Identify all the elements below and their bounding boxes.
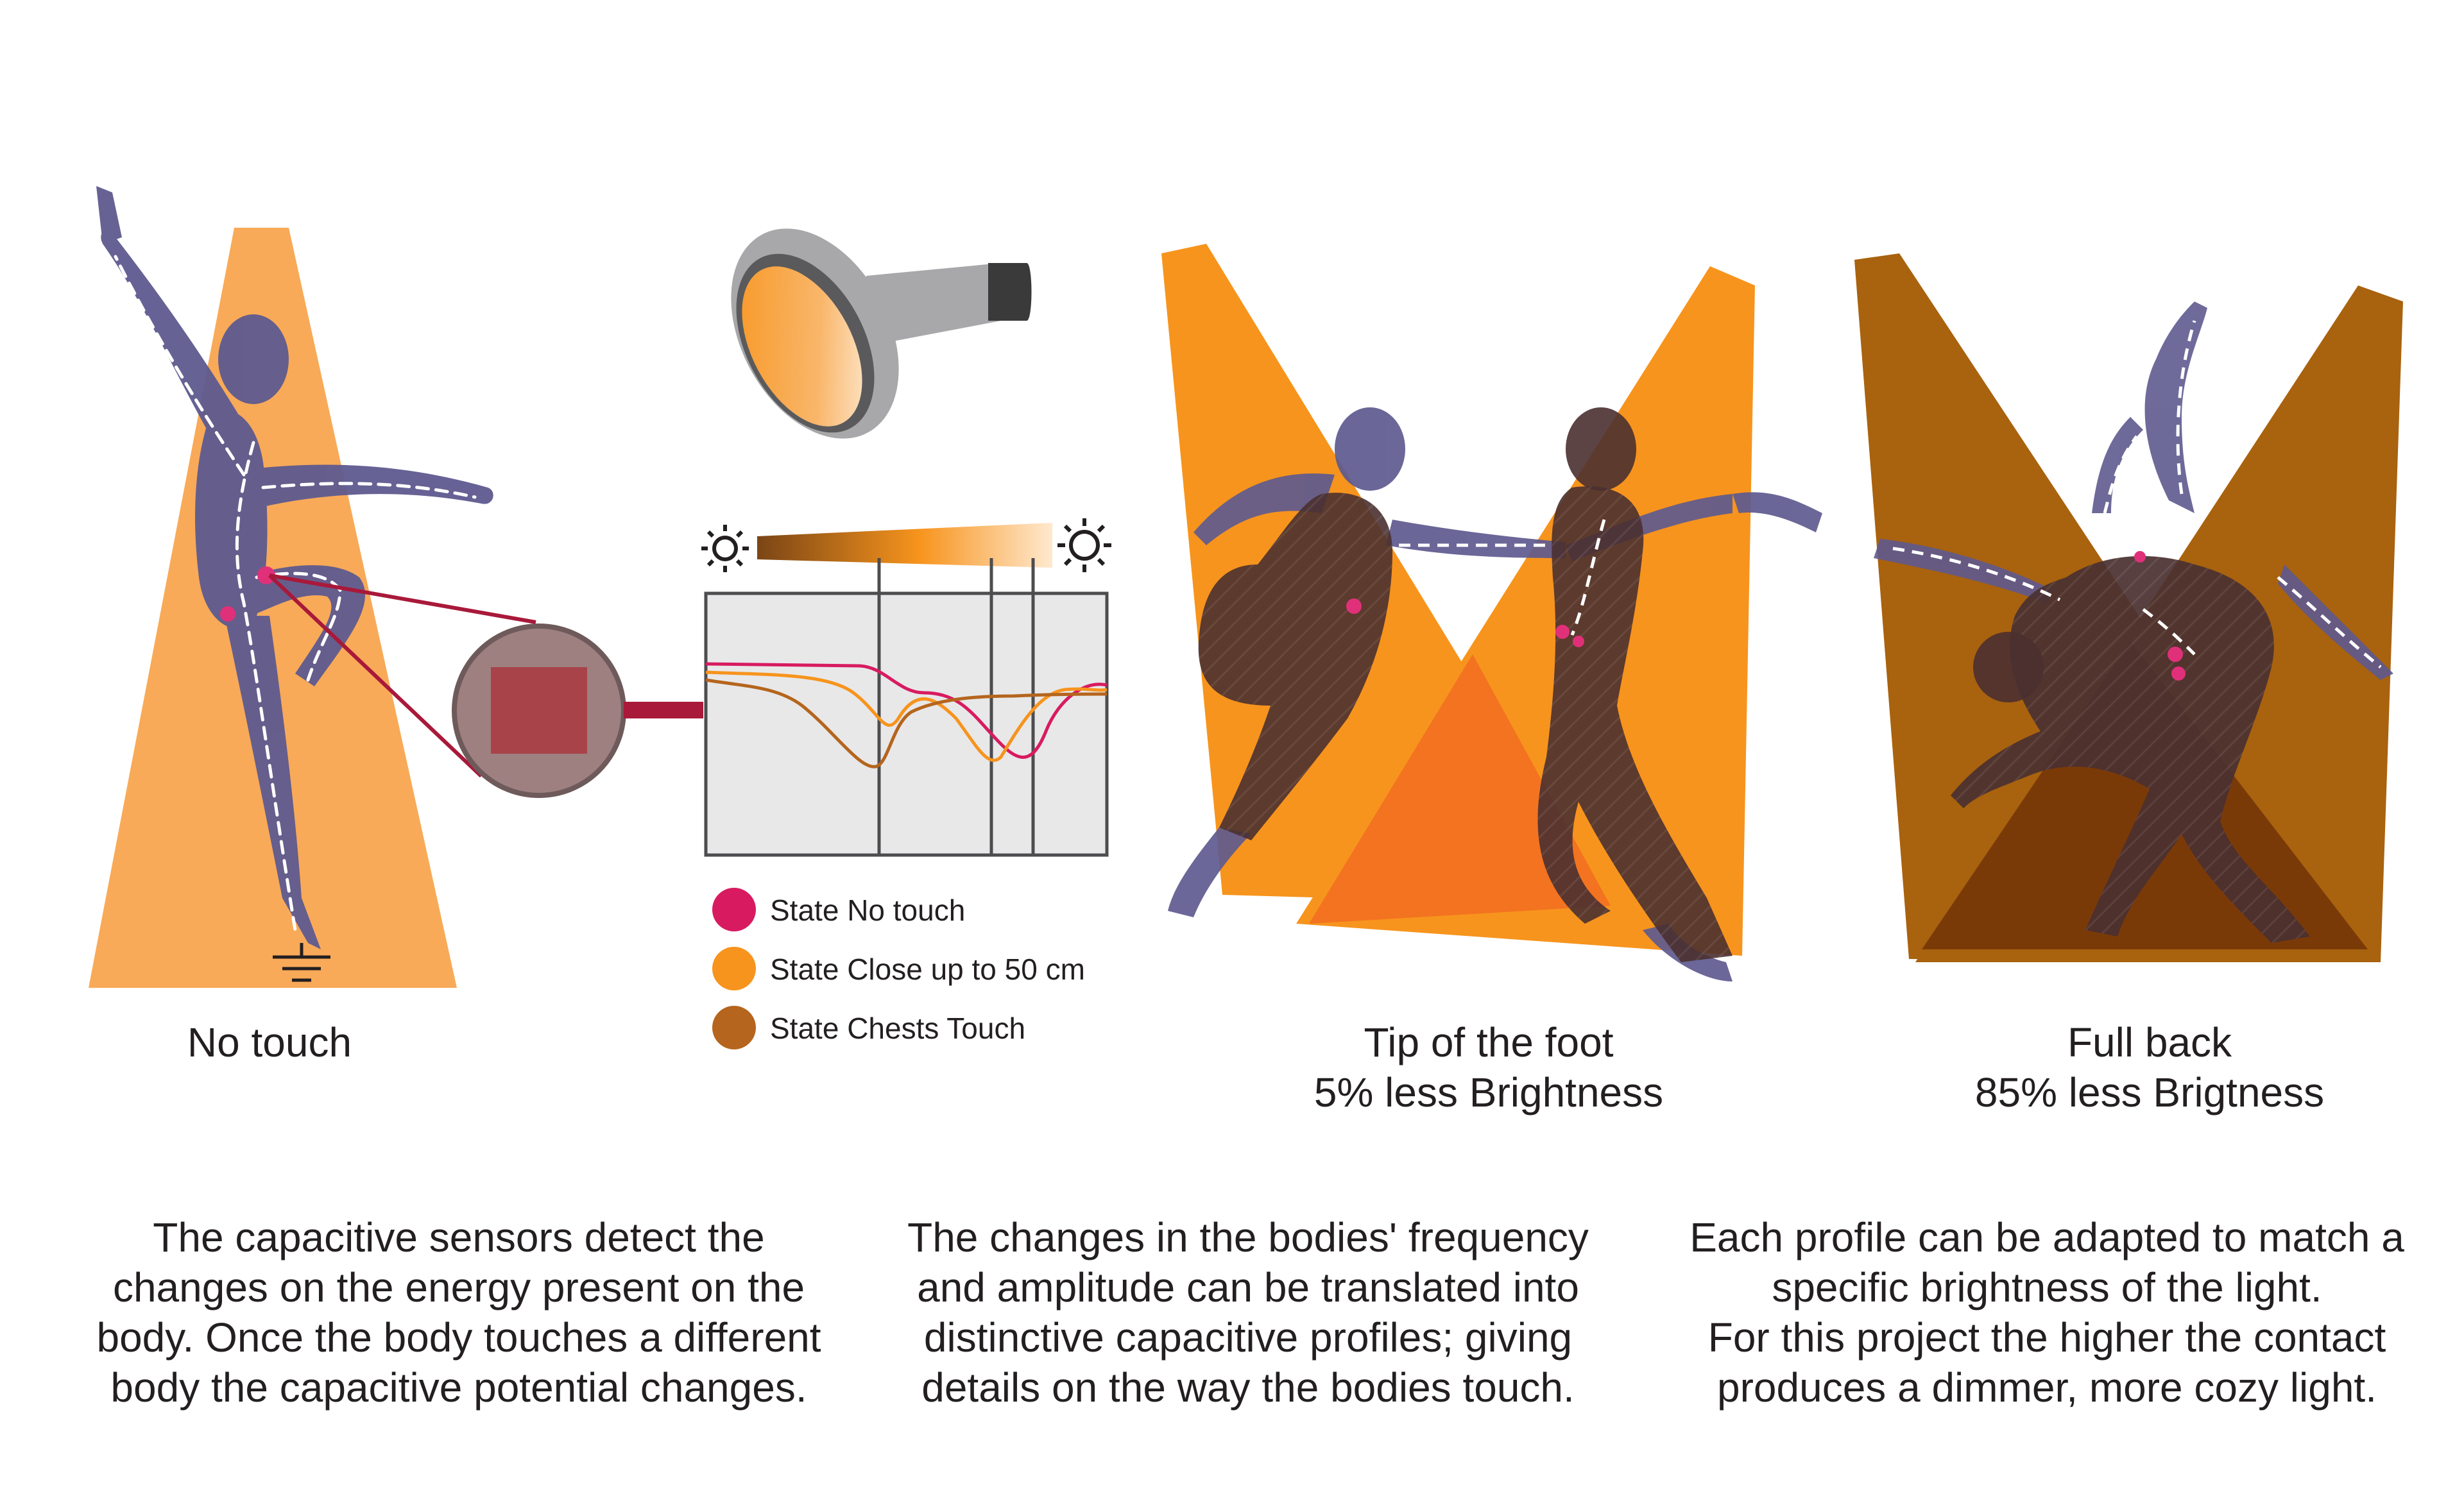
- energy-path: [114, 255, 477, 932]
- dancers-pair: [1874, 301, 2393, 943]
- paragraph-sensors: The capacitive sensors detect the change…: [71, 1212, 847, 1412]
- paragraph-line: specific brightness of the light.: [1772, 1264, 2322, 1311]
- series-chests-touch: [705, 678, 1108, 768]
- beam-overlap: [1309, 654, 1611, 924]
- signal-chart: [704, 558, 1109, 857]
- legend-label: State No touch: [770, 894, 966, 927]
- legend-label: State Chests Touch: [770, 1012, 1026, 1045]
- paragraph-line: body the capacitive potential changes.: [110, 1364, 807, 1411]
- legend-swatch: [712, 888, 756, 931]
- paragraph-line: The capacitive sensors detect the: [153, 1214, 765, 1260]
- sensor-wires: [268, 573, 536, 778]
- legend-swatch: [712, 1006, 756, 1049]
- series-no-touch: [705, 662, 1108, 759]
- caption-tip-of-foot: Tip of the foot 5% less Brightness: [1258, 1017, 1720, 1117]
- brightness-scale: [701, 518, 1111, 572]
- panel-no-touch: [89, 186, 703, 988]
- panel-tip-of-foot: [1161, 244, 1822, 981]
- caption-full-back-brightness: 85% less Brigtness: [1974, 1069, 2325, 1116]
- brightness-gradient-bar: [757, 523, 1052, 568]
- paragraph-brightness: Each profile can be adapted to match a s…: [1662, 1212, 2432, 1412]
- caption-tip-brightness: 5% less Brightness: [1313, 1069, 1664, 1116]
- sun-bright-icon: [1057, 518, 1111, 572]
- paragraph-line: distinctive capacitive profiles; giving: [923, 1314, 1573, 1361]
- beam-overlap-dark: [1922, 641, 2368, 949]
- caption-full-back: Full back 85% less Brigtness: [1925, 1017, 2374, 1117]
- lamp-icon: [731, 228, 1032, 439]
- dancer-silhouette: [96, 186, 493, 949]
- paragraph-line: produces a dimmer, more cozy light.: [1717, 1364, 2377, 1411]
- caption-full-back-title: Full back: [2067, 1019, 2232, 1065]
- sun-dim-icon: [701, 525, 749, 572]
- dancer-right: [1537, 407, 1822, 981]
- caption-no-touch: No touch: [187, 1019, 352, 1065]
- legend-swatch: [712, 947, 756, 990]
- paragraph-line: For this project the higher the contact: [1707, 1314, 2386, 1361]
- legend-label: State Close up to 50 cm: [770, 953, 1085, 986]
- sensor-connector: [624, 702, 703, 718]
- caption-tip-title: Tip of the foot: [1364, 1019, 1614, 1065]
- dancer-left: [1168, 407, 1566, 917]
- light-beam-full: [89, 228, 457, 988]
- sensor-point: [220, 606, 235, 622]
- paragraph-line: changes on the energy present on the: [112, 1264, 805, 1311]
- paragraph-line: body. Once the body touches a different: [96, 1314, 821, 1361]
- paragraph-line: and amplitude can be translated into: [917, 1264, 1579, 1311]
- paragraph-line: Each profile can be adapted to match a: [1690, 1214, 2404, 1260]
- paragraph-profiles: The changes in the bodies' frequency and…: [879, 1212, 1617, 1412]
- panel-full-back: [1854, 253, 2403, 962]
- paragraph-line: details on the way the bodies touch.: [921, 1364, 1575, 1411]
- ground-icon: [273, 943, 330, 982]
- paragraph-line: The changes in the bodies' frequency: [907, 1214, 1589, 1260]
- sensor-icon: [452, 624, 626, 798]
- sensor-point: [257, 566, 275, 584]
